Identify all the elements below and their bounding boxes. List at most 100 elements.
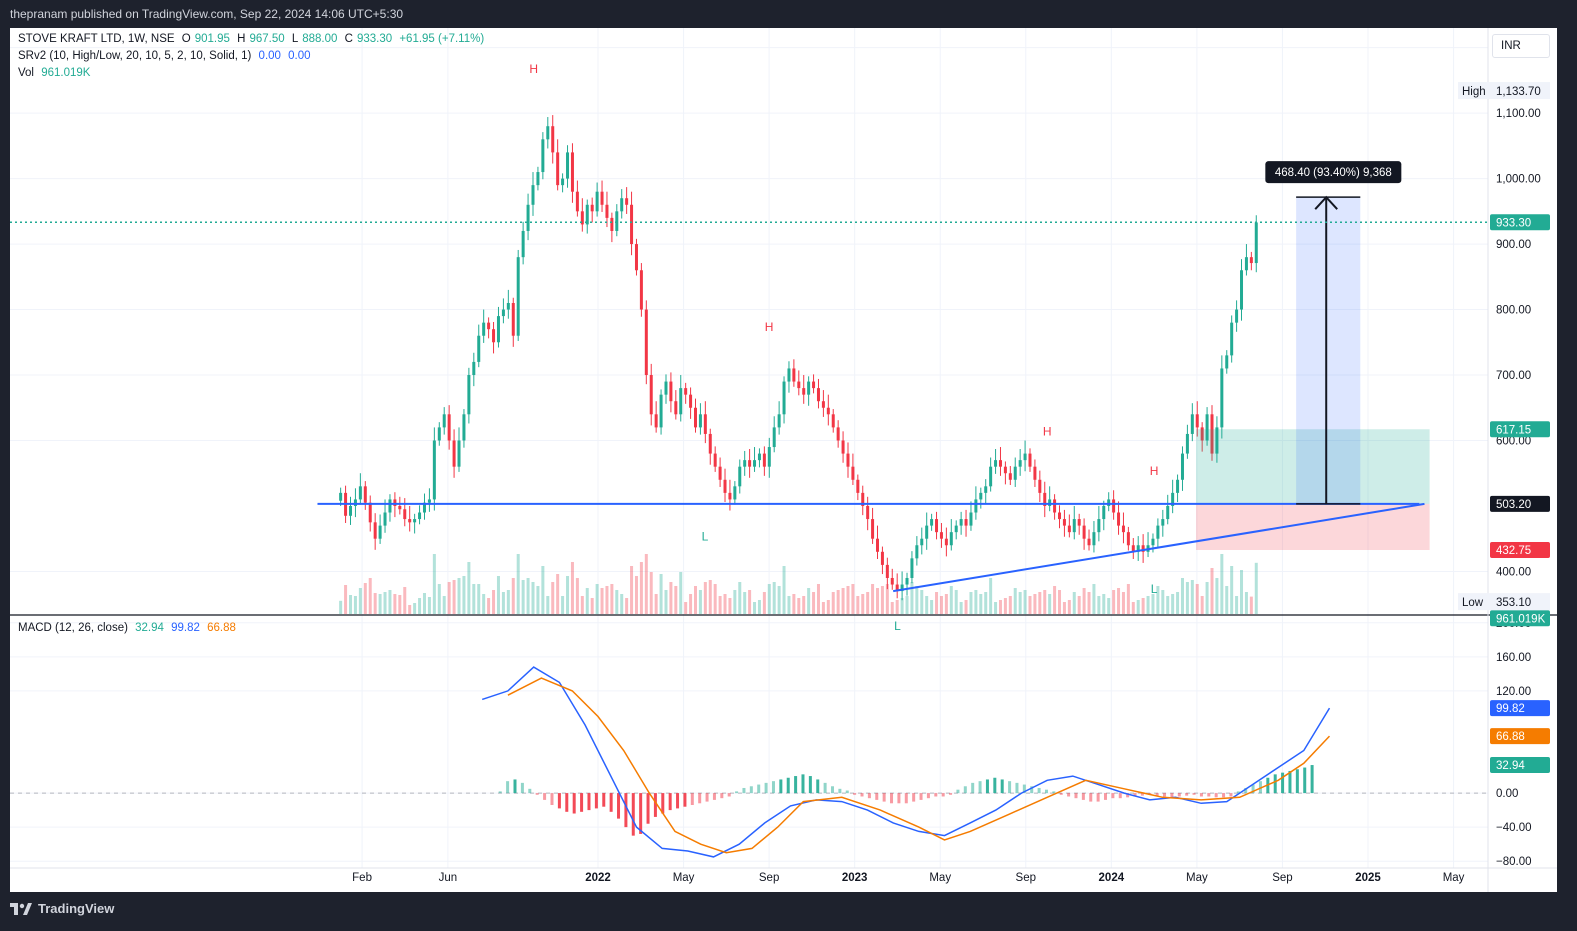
candle-body[interactable] [634, 244, 638, 271]
candle-body[interactable] [393, 499, 397, 506]
candle-body[interactable] [802, 388, 806, 395]
candle-body[interactable] [1033, 466, 1037, 480]
candle-body[interactable] [905, 577, 909, 585]
candle-body[interactable] [432, 440, 436, 500]
candle-body[interactable] [698, 414, 702, 428]
stop-zone[interactable] [1196, 503, 1430, 550]
candle-body[interactable] [1161, 519, 1165, 526]
candle-body[interactable] [851, 466, 855, 480]
candle-body[interactable] [1117, 512, 1121, 526]
candle-body[interactable] [413, 519, 417, 523]
candle-body[interactable] [846, 453, 850, 467]
candle-body[interactable] [1072, 519, 1076, 533]
candle-body[interactable] [831, 414, 835, 428]
candle-body[interactable] [772, 427, 776, 448]
candle-body[interactable] [1210, 414, 1214, 454]
candle-body[interactable] [1107, 499, 1111, 506]
candle-body[interactable] [1195, 414, 1199, 428]
candle-body[interactable] [1244, 257, 1248, 271]
candle-body[interactable] [708, 433, 712, 454]
candle-body[interactable] [723, 479, 727, 493]
macd-label[interactable]: MACD (12, 26, close) [18, 622, 128, 634]
candle-body[interactable] [388, 499, 392, 513]
candle-body[interactable] [861, 492, 865, 506]
candle-body[interactable] [762, 453, 766, 467]
candle-body[interactable] [703, 414, 707, 434]
candle-body[interactable] [925, 525, 929, 539]
candle-body[interactable] [349, 505, 353, 516]
candle-body[interactable] [1028, 453, 1032, 467]
candle-body[interactable] [994, 460, 998, 467]
candle-body[interactable] [767, 447, 771, 467]
candle-body[interactable] [1166, 505, 1170, 520]
candle-body[interactable] [1121, 525, 1125, 533]
candle-body[interactable] [644, 309, 648, 376]
candle-body[interactable] [1151, 538, 1155, 546]
candle-body[interactable] [467, 375, 471, 415]
candle-body[interactable] [964, 519, 968, 526]
candle-body[interactable] [1053, 499, 1057, 513]
candle-body[interactable] [630, 204, 634, 245]
candle-body[interactable] [782, 381, 786, 415]
candle-body[interactable] [910, 558, 914, 578]
symbol-name[interactable]: STOVE KRAFT LTD, 1W, NSE [18, 33, 175, 45]
candle-body[interactable] [363, 486, 367, 503]
candle-body[interactable] [1220, 368, 1224, 428]
candle-body[interactable] [541, 139, 545, 173]
candle-body[interactable] [1067, 525, 1071, 533]
candle-body[interactable] [566, 152, 570, 179]
candle-body[interactable] [890, 577, 894, 585]
vol-label[interactable]: Vol [18, 67, 34, 79]
measure-band[interactable] [1296, 197, 1361, 504]
candle-body[interactable] [339, 492, 343, 501]
candle-body[interactable] [1141, 545, 1145, 552]
candle-body[interactable] [516, 257, 520, 336]
candle-body[interactable] [959, 519, 963, 526]
candle-body[interactable] [1092, 532, 1096, 546]
candle-body[interactable] [1185, 433, 1189, 454]
candle-body[interactable] [949, 532, 953, 546]
candle-body[interactable] [900, 584, 904, 592]
candle-body[interactable] [575, 191, 579, 212]
candle-body[interactable] [807, 381, 811, 395]
candle-body[interactable] [427, 499, 431, 503]
candle-body[interactable] [694, 407, 698, 428]
candle-body[interactable] [998, 460, 1002, 467]
candle-body[interactable] [876, 538, 880, 552]
candle-body[interactable] [482, 322, 486, 336]
candle-body[interactable] [1126, 532, 1130, 546]
candle-body[interactable] [625, 198, 629, 205]
candle-body[interactable] [353, 499, 357, 506]
candle-body[interactable] [748, 460, 752, 467]
candle-body[interactable] [679, 388, 683, 415]
candle-body[interactable] [462, 414, 466, 441]
candle-body[interactable] [383, 512, 387, 526]
candle-body[interactable] [590, 204, 594, 212]
candle-body[interactable] [797, 381, 801, 389]
candle-body[interactable] [885, 564, 889, 578]
candle-body[interactable] [1156, 525, 1160, 539]
candle-body[interactable] [1003, 466, 1007, 474]
candle-body[interactable] [585, 204, 589, 225]
candle-body[interactable] [728, 492, 732, 500]
candle-body[interactable] [674, 401, 678, 415]
candle-body[interactable] [939, 532, 943, 539]
candle-body[interactable] [1112, 499, 1116, 513]
candle-body[interactable] [664, 381, 668, 395]
candle-body[interactable] [422, 502, 426, 513]
candle-body[interactable] [812, 381, 816, 389]
candle-body[interactable] [866, 505, 870, 520]
candle-body[interactable] [447, 414, 451, 441]
candle-body[interactable] [792, 368, 796, 382]
candle-body[interactable] [757, 453, 761, 461]
candle-body[interactable] [452, 440, 456, 467]
candle-body[interactable] [713, 453, 717, 467]
candle-body[interactable] [1023, 453, 1027, 461]
currency-selector[interactable]: INR [1492, 34, 1550, 58]
candle-body[interactable] [610, 217, 614, 231]
candle-body[interactable] [511, 302, 515, 336]
candle-body[interactable] [570, 152, 574, 192]
candle-body[interactable] [501, 309, 505, 317]
candle-body[interactable] [1043, 492, 1047, 506]
candle-body[interactable] [496, 316, 500, 343]
